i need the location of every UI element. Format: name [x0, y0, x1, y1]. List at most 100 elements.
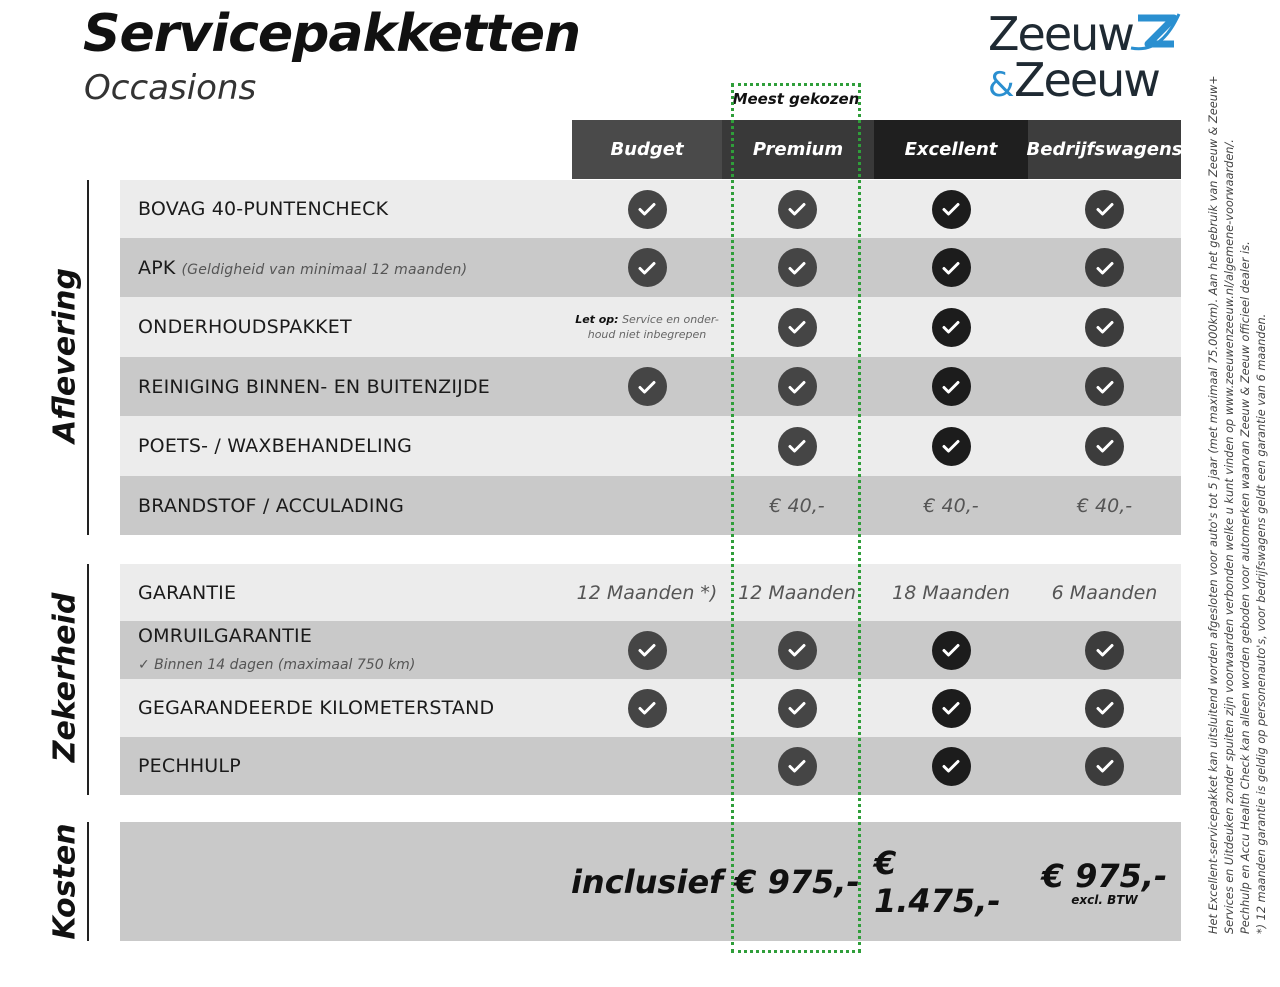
table-row: GEGARANDEERDE KILOMETERSTAND [120, 679, 1181, 737]
cell-value: € 40,- [769, 494, 825, 517]
check-icon [627, 688, 667, 728]
price-row: inclusief € 975,- € 1.475,- € 975,- excl. BT… [120, 822, 1181, 941]
cell-premium [722, 737, 872, 795]
package-name: Premium [752, 139, 844, 160]
section-divider [87, 822, 89, 941]
package-name: Excellent [904, 139, 998, 160]
row-label: ONDERHOUDSPAKKET [138, 316, 352, 338]
row-label-text: REINIGING BINNEN- EN BUITENZIJDE [138, 375, 490, 398]
row-label-text: POETS- / WAXBEHANDELING [138, 435, 413, 457]
price-value: inclusief [570, 862, 724, 901]
package-name: Budget [610, 139, 684, 160]
cell-premium [722, 357, 872, 416]
row-label-text: BOVAG 40-PUNTENCHECK [138, 198, 389, 220]
price-excellent: € 1.475,- [874, 822, 1028, 941]
cell-bedrijfswagens [1028, 238, 1181, 297]
row-label: REINIGING BINNEN- EN BUITENZIJDE [138, 376, 490, 398]
cell-budget [572, 357, 722, 416]
package-name: Bedrijfswagens [1026, 139, 1183, 160]
check-icon [931, 630, 971, 670]
cell-budget [572, 180, 722, 238]
cell-budget [572, 416, 722, 476]
cell-excellent [874, 621, 1028, 679]
row-label: GARANTIE [138, 581, 237, 604]
cell-budget: 12 Maanden *) [572, 564, 722, 621]
table-row: GARANTIE 12 Maanden *) 12 Maanden 18 Maand… [120, 564, 1181, 621]
cell-value: 12 Maanden [738, 581, 856, 604]
package-header-excellent: Excellent [874, 120, 1028, 179]
package-header-budget: Budget [572, 120, 722, 179]
most-chosen-label: Meest gekozen [732, 90, 860, 108]
check-icon [1085, 688, 1124, 728]
table-row: BOVAG 40-PUNTENCHECK [120, 180, 1181, 238]
check-icon [1085, 426, 1124, 466]
cell-value: 12 Maanden *) [576, 581, 718, 604]
note-text: Service en onder-houd niet inbegrepen [587, 313, 719, 341]
check-icon [777, 307, 817, 347]
cell-bedrijfswagens [1028, 737, 1181, 795]
row-label: POETS- / WAXBEHANDELING [138, 435, 412, 457]
row-label: BRANDSTOF / ACCULADING [138, 495, 404, 517]
price-bedrijfswagens: € 975,- excl. BTW [1028, 822, 1181, 941]
check-icon [777, 630, 817, 670]
cell-bedrijfswagens [1028, 416, 1181, 476]
cell-premium [722, 180, 872, 238]
section-divider [87, 564, 89, 795]
svg-text:&: & [988, 65, 1015, 102]
cell-bedrijfswagens: € 40,- [1028, 476, 1181, 535]
budget-note: Let op: Service en onder-houd niet inbeg… [572, 312, 722, 342]
cell-premium: 12 Maanden [722, 564, 872, 621]
row-sub-note: ✓ Binnen 14 dagen (maximaal 750 km) [138, 657, 416, 673]
excl-btw-label: excl. BTW [1071, 892, 1138, 907]
check-icon [931, 307, 971, 347]
cell-budget [572, 476, 722, 535]
cell-budget [572, 737, 722, 795]
footnote: *) 12 maanden garantie is geldig op pers… [1255, 313, 1268, 934]
check-icon [1085, 746, 1124, 786]
zeeuw-zeeuw-logo: Zeeuw & Zeeuw [988, 7, 1181, 102]
table-row: APK (Geldigheid van minimaal 12 maanden) [120, 238, 1181, 297]
check-icon [1085, 189, 1124, 229]
check-icon [777, 746, 817, 786]
check-icon [627, 248, 667, 287]
footnote: Het Excellent-servicepakket kan uitsluit… [1207, 75, 1220, 934]
row-label: BOVAG 40-PUNTENCHECK [138, 198, 388, 220]
row-label-text: APK [138, 256, 176, 279]
table-row: REINIGING BINNEN- EN BUITENZIJDE [120, 357, 1181, 416]
section-aflevering: Aflevering [47, 268, 83, 443]
check-icon [777, 248, 817, 287]
section-divider [87, 180, 89, 535]
check-icon [931, 189, 971, 229]
row-label-text: ONDERHOUDSPAKKET [138, 316, 352, 338]
check-icon [777, 189, 817, 229]
table-row: POETS- / WAXBEHANDELING [120, 416, 1181, 476]
cell-excellent [874, 737, 1028, 795]
table-row: BRANDSTOF / ACCULADING € 40,- € 40,- € 40,- [120, 476, 1181, 535]
row-label: OMRUILGARANTIE [138, 625, 313, 647]
cell-premium [722, 621, 872, 679]
cell-excellent [874, 679, 1028, 737]
cell-bedrijfswagens [1028, 180, 1181, 238]
footnotes: Het Excellent-servicepakket kan uitsluit… [1206, 75, 1270, 934]
package-header-premium: Premium [722, 120, 874, 179]
note-bold: Let op: [575, 313, 619, 326]
row-label: APK (Geldigheid van minimaal 12 maanden) [138, 257, 467, 279]
cell-budget [572, 679, 722, 737]
row-note: (Geldigheid van minimaal 12 maanden) [181, 261, 468, 278]
check-icon [1085, 630, 1124, 670]
cell-bedrijfswagens: 6 Maanden [1028, 564, 1181, 621]
svg-text:Zeeuw: Zeeuw [988, 7, 1133, 61]
row-label: GEGARANDEERDE KILOMETERSTAND [138, 697, 495, 719]
price-budget: inclusief [570, 822, 724, 941]
package-header-bedrijfswagens: Bedrijfswagens [1026, 120, 1183, 179]
check-icon [627, 189, 667, 229]
cell-excellent: 18 Maanden [874, 564, 1028, 621]
cell-bedrijfswagens [1028, 357, 1181, 416]
check-icon [931, 248, 971, 287]
cell-bedrijfswagens [1028, 297, 1181, 357]
check-icon [931, 746, 971, 786]
check-icon [1085, 367, 1124, 406]
page-title: Servicepakketten [83, 4, 581, 64]
cell-value: € 40,- [1076, 494, 1133, 517]
page-subtitle: Occasions [84, 68, 257, 108]
